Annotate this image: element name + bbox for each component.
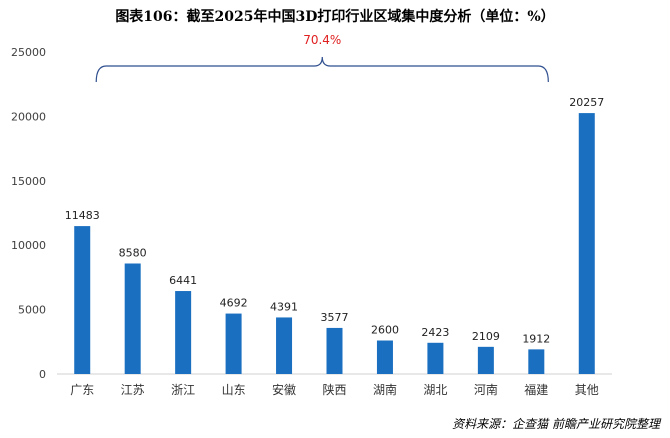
- category-label: 其他: [575, 383, 599, 397]
- data-label: 2423: [421, 326, 449, 339]
- y-tick-label: 20000: [11, 110, 46, 123]
- bar: [578, 113, 595, 374]
- bar-series: 11483 8580 6441 4692 4391 3577 2600 2423 2109 191…: [65, 96, 604, 374]
- y-tick-label: 5000: [18, 304, 46, 317]
- bracket-annotation: [95, 56, 549, 83]
- data-label: 4692: [220, 297, 248, 310]
- category-axis: 广东 江苏 浙江 山东 安徽 陕西 湖南 湖北 河南 福建 其他: [70, 382, 599, 397]
- bar: [124, 263, 141, 374]
- y-tick-label: 15000: [11, 175, 46, 188]
- category-label: 湖北: [423, 382, 447, 397]
- data-label: 1912: [522, 332, 550, 345]
- category-label: 广东: [70, 383, 94, 397]
- bar: [326, 327, 343, 374]
- bar: [225, 313, 242, 374]
- category-label: 河南: [474, 382, 498, 397]
- data-label: 2600: [371, 324, 399, 337]
- source-note: 资料来源：企查猫 前瞻产业研究院整理: [452, 417, 660, 431]
- y-tick-label: 25000: [11, 46, 46, 59]
- y-tick-label: 10000: [11, 239, 46, 252]
- category-label: 湖南: [373, 382, 397, 397]
- category-label: 山东: [222, 383, 246, 397]
- bar: [528, 349, 545, 374]
- category-label: 安徽: [272, 382, 296, 397]
- category-label: 江苏: [121, 383, 145, 397]
- bar: [276, 317, 293, 374]
- data-label: 20257: [569, 96, 604, 109]
- data-label: 11483: [65, 209, 100, 222]
- y-axis: 0 5000 10000 15000 20000 25000: [11, 46, 612, 381]
- data-label: 3577: [321, 311, 349, 324]
- bar: [175, 291, 192, 374]
- data-label: 2109: [472, 330, 500, 343]
- category-label: 浙江: [171, 383, 195, 397]
- data-label: 4391: [270, 300, 298, 313]
- y-tick-label: 0: [39, 368, 46, 381]
- chart-title: 图表106：截至2025年中国3D打印行业区域集中度分析（单位：%）: [115, 9, 555, 25]
- bar: [376, 340, 393, 374]
- bar: [427, 342, 444, 374]
- data-label: 6441: [169, 274, 197, 287]
- category-label: 福建: [524, 382, 548, 397]
- data-label: 8580: [119, 246, 147, 259]
- category-label: 陕西: [322, 382, 346, 397]
- bar: [477, 346, 494, 374]
- share-annotation-label: 70.4%: [303, 33, 341, 47]
- bar: [74, 226, 91, 374]
